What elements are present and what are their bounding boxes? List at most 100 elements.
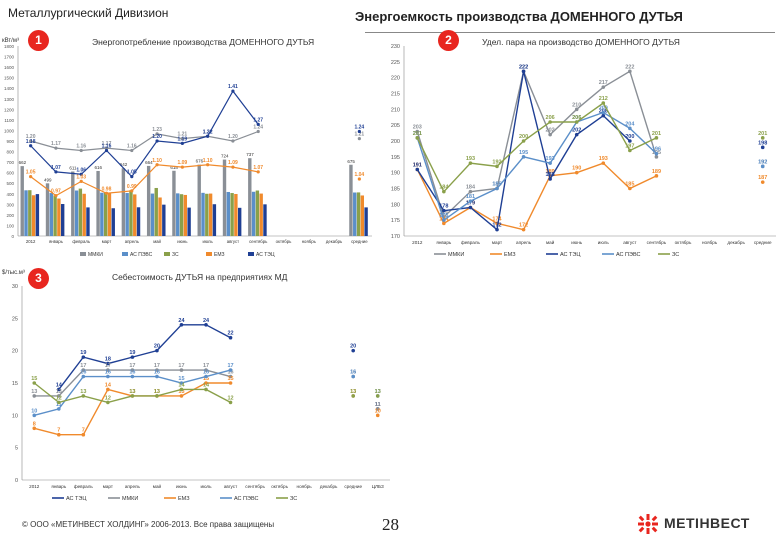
chart2-point-zs <box>521 139 526 143</box>
chart3-point-label: 11 <box>375 402 381 408</box>
chart3-xtick: июнь <box>176 484 188 489</box>
chart3-legend-label: АС ТЭЦ <box>66 496 86 502</box>
chart1-point-label: 1.21 <box>177 132 187 138</box>
chart1-line-emz <box>30 164 259 197</box>
chart1-bar-emz <box>31 195 36 236</box>
chart1-ytick: 300 <box>6 202 14 207</box>
chart1-bar-astec <box>111 208 115 236</box>
chart1-xtick: январь <box>49 239 64 244</box>
chart1-legend-label: АС ПЭВС <box>130 252 153 258</box>
chart2-xtick: октябрь <box>675 240 692 245</box>
chart3-point-aspves <box>204 374 208 379</box>
chart3-point-aspves <box>228 368 233 372</box>
page-title: Энергоемкость производства ДОМЕННОГО ДУТ… <box>355 9 683 24</box>
chart2-ytick: 185 <box>391 187 400 193</box>
chart2-point-label: 174 <box>492 216 502 222</box>
chart1-ytick: 800 <box>6 150 14 155</box>
chart2-point-zs <box>654 136 659 140</box>
chart1-xtick: сентябрь <box>249 239 268 244</box>
chart1-bar-zs <box>255 190 260 236</box>
chart1-ytick: 500 <box>6 181 14 186</box>
chart3-legend-label: ЕМЗ <box>178 496 190 502</box>
chart2-ytick: 225 <box>391 60 400 66</box>
chart3-point-label: 16 <box>350 370 356 376</box>
chart2-xtick: 2012 <box>412 240 423 245</box>
chart1-point-label: 1.10 <box>152 158 162 164</box>
chart1-ytick: 1700 <box>4 55 15 60</box>
chart1-point-mmki <box>231 139 235 143</box>
chart1-point-label: 1.20 <box>26 134 36 140</box>
chart2-point-mmki <box>628 69 632 74</box>
chart1-point-label: 1.16 <box>102 144 112 150</box>
chart3-point-label: 19 <box>129 350 135 356</box>
chart1-point-label: 1.09 <box>228 160 238 166</box>
chart3-point-label: 13 <box>154 389 160 395</box>
chart3-point-label: 17 <box>80 363 86 369</box>
chart1-bar-aspves <box>353 192 357 236</box>
chart2-legend-label: ЕМЗ <box>504 252 516 258</box>
chart3-point-emz <box>106 387 110 392</box>
chart2-point-label: 172 <box>492 223 501 229</box>
chart1-legend-swatch <box>206 252 212 256</box>
chart1-bar-zs <box>103 192 108 236</box>
chart1-bar-astec <box>237 207 242 236</box>
chart2-point-aspves <box>654 151 659 156</box>
chart3-point-label: 13 <box>154 389 160 395</box>
chart2-point-zs <box>468 161 473 165</box>
chart3-point-label: 24 <box>203 318 210 324</box>
chart1-legend-swatch <box>248 252 254 256</box>
chart3-point-zs <box>32 381 37 385</box>
chart2-point-label: 190 <box>572 166 581 172</box>
chart1-bar-emz <box>107 193 112 236</box>
chart1-legend-swatch <box>164 252 170 256</box>
chart2-legend-label: ЗС <box>672 252 679 258</box>
chart1-bar-zs <box>230 193 234 236</box>
chart3-point-label: 12 <box>56 395 62 401</box>
chart2-point-astec <box>415 167 420 172</box>
chart2-point-zs <box>601 101 606 105</box>
chart2-point-mmki <box>468 189 473 194</box>
chart2-point-label: 172 <box>519 223 528 229</box>
chart3-xtick: июль <box>201 484 213 489</box>
chart3-point-label: 17 <box>129 363 135 369</box>
chart1-point-astec <box>180 141 184 145</box>
chart3-point-mmki <box>106 368 110 372</box>
chart1-point-mmki <box>29 139 33 143</box>
chart1-bar-mmki <box>222 159 227 236</box>
chart2-point-label: 192 <box>758 159 767 165</box>
chart1-xtick: март <box>102 239 112 244</box>
chart3-point-zs <box>155 394 159 398</box>
chart2-point-astec <box>760 145 765 150</box>
chart1-point-label: 1.24 <box>354 125 364 131</box>
chart2-line-zs <box>416 101 657 193</box>
chart3-point-astec <box>155 348 159 353</box>
chart3-point-astec <box>351 348 356 353</box>
chart3-point-mmki <box>32 394 37 398</box>
chart2-xtick: апрель <box>516 240 532 245</box>
chart2-ytick: 190 <box>391 171 400 177</box>
chart3-ytick: 20 <box>12 349 18 355</box>
chart1-point-label: 1.18 <box>26 139 36 145</box>
chart2-point-label: 212 <box>599 96 608 102</box>
chart1-point-astec <box>54 170 58 174</box>
chart1-xtick: февраль <box>72 239 90 244</box>
chart2-xtick: март <box>492 240 503 245</box>
chart3-point-label: 13 <box>129 389 135 395</box>
chart3-point-label: 13 <box>31 389 37 395</box>
chart2-point-emz <box>442 221 446 226</box>
chart3-point-mmki <box>155 368 159 372</box>
chart1-xtick: средние <box>351 239 368 244</box>
chart3-point-label: 14 <box>105 382 112 388</box>
chart3-point-label: 16 <box>129 370 135 376</box>
chart3-point-label: 11 <box>56 402 62 408</box>
chart2-ytick: 170 <box>391 234 400 240</box>
chart2-point-label: 176 <box>439 210 448 216</box>
chart1-bar-aspves <box>201 192 205 236</box>
chart2-point-label: 185 <box>625 182 634 188</box>
chart1-bar-label: 676 <box>196 159 204 164</box>
chart1-point-mmki <box>79 148 83 153</box>
chart1-point-emz <box>206 163 210 167</box>
chart1-xtick: ноябрь <box>302 239 317 244</box>
chart2-legend-label: АС ТЭЦ <box>560 252 580 258</box>
chart1-point-label: 1.16 <box>127 144 137 150</box>
